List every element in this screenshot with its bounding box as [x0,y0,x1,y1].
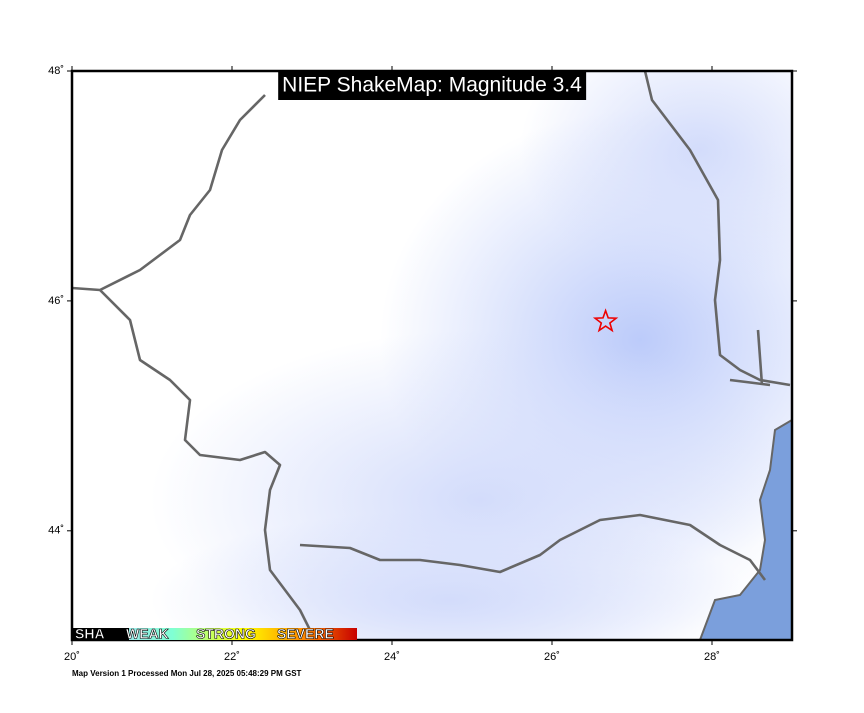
title-box [278,72,587,100]
footer: Map Version 1 Processed Mon Jul 28, 2025… [72,669,302,678]
frame [70,69,794,642]
border [99,289,317,640]
legend-label: STRONG [196,626,256,642]
border [643,71,791,387]
x-tick-label: 26˚ [544,651,560,663]
x-tick-label: 22˚ [224,651,240,663]
legend: SHA WEAK STRONG SEVERE [73,625,357,642]
border [299,513,767,581]
sea [698,418,792,640]
y-tick-label: 46˚ [48,295,64,307]
border [72,94,266,292]
legend-label: SEVERE [277,626,334,642]
y-tick-label: 48˚ [48,65,64,77]
border [729,329,771,387]
legend-bar [73,628,129,640]
intensity [520,71,792,290]
legend-label: SHA [75,626,105,642]
map-area [72,71,792,640]
x-tick-label: 20˚ [64,651,80,663]
intensity [150,510,750,640]
legend-label: WEAK [126,626,169,642]
title: NIEP ShakeMap: Magnitude 3.4 [282,74,582,97]
legend-bar [73,628,357,640]
x-tick-label: 28˚ [704,651,720,663]
x-tick-label: 24˚ [384,651,400,663]
epicenter [592,308,619,333]
y-tick-label: 44˚ [48,525,64,537]
